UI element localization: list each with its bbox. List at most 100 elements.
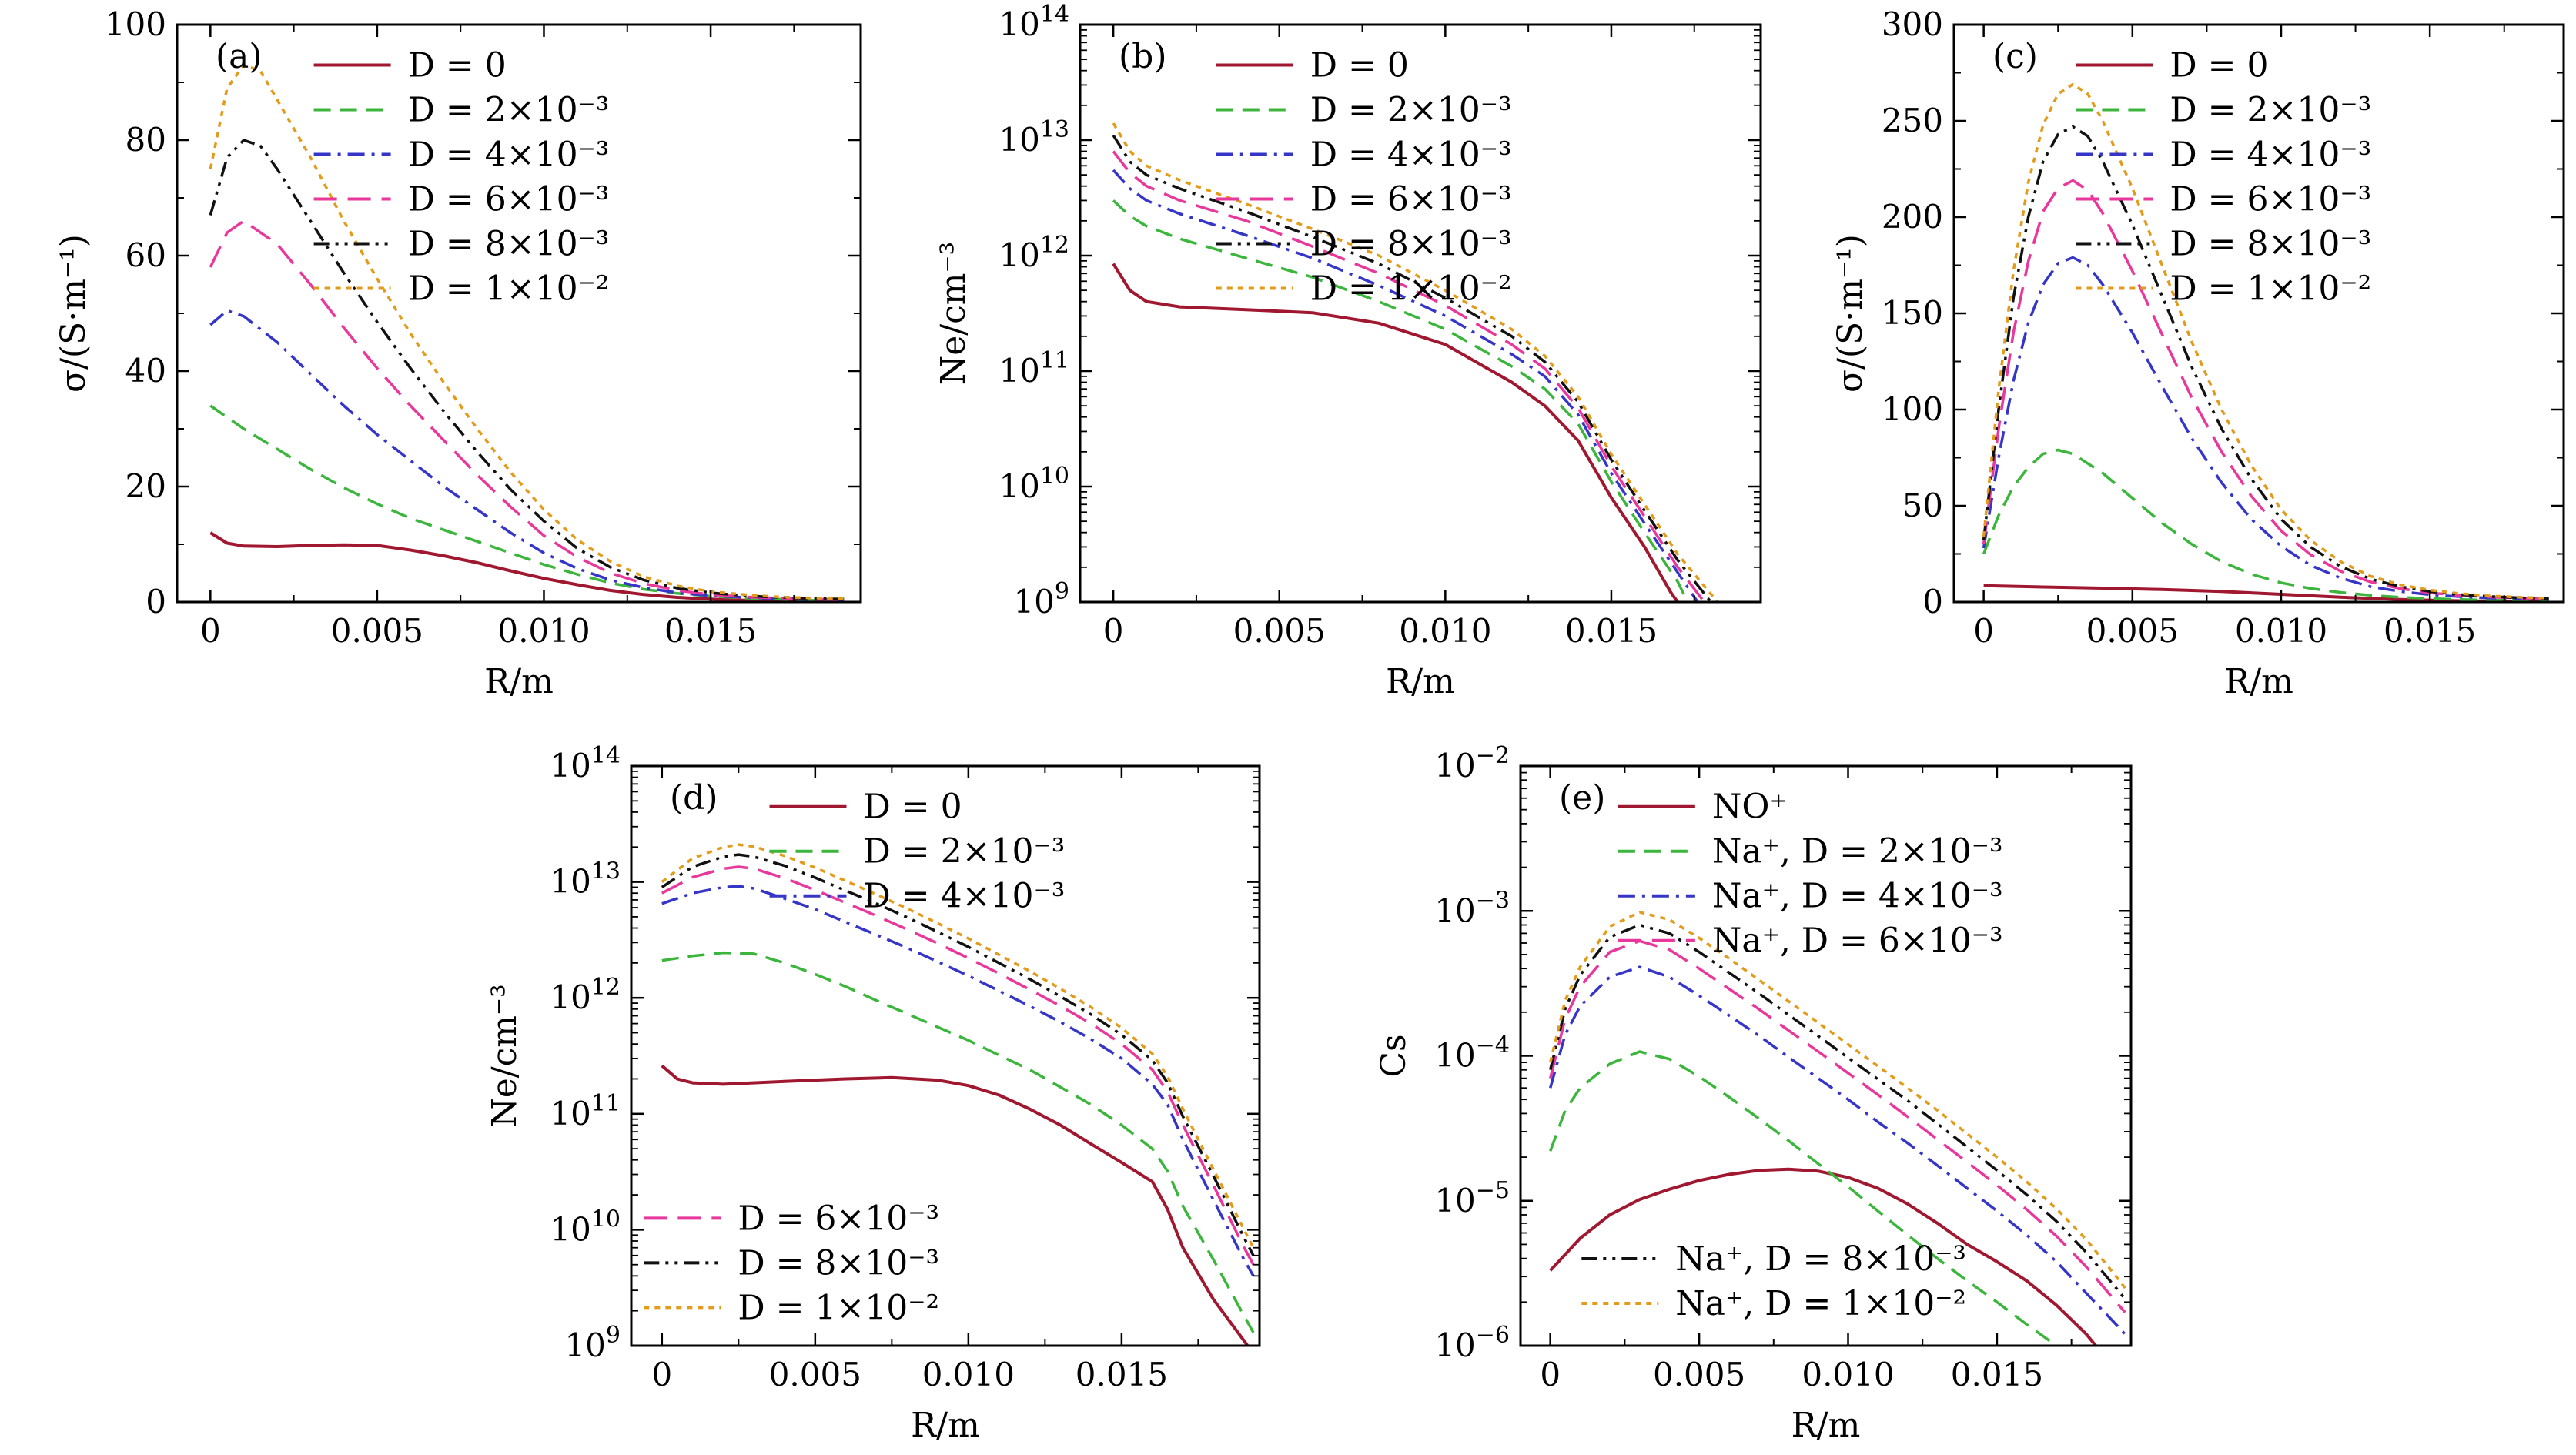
y-tick-label: 0 — [1922, 583, 1943, 620]
chart-panel-d: 0 0.005 0.010 0.015 109 1010 1011 1012 1013 1014 R… — [485, 742, 1261, 1445]
series-group — [209, 63, 845, 602]
legend-bottom-left: D = 6×10⁻³ D = 8×10⁻³ D = 1×10⁻² — [644, 1199, 939, 1327]
legend-label-d-4-10: D = 4×10⁻³ — [864, 877, 1066, 916]
x-tick-label: 0.005 — [1653, 1356, 1745, 1393]
x-axis-label: R/m — [1791, 1406, 1861, 1445]
y-tick-label: 1010 — [550, 1206, 621, 1248]
panel-label: (c) — [1992, 37, 2038, 76]
x-tick-label: 0.005 — [769, 1356, 861, 1393]
x-tick-label: 0.015 — [2384, 612, 2476, 650]
y-tick-label: 40 — [125, 352, 166, 390]
x-tick-label: 0 — [1103, 612, 1124, 650]
series-line-d-4-10 — [209, 309, 845, 602]
x-tick-label: 0.015 — [664, 612, 757, 650]
legend-top-right: D = 0 D = 2×10⁻³ D = 4×10⁻³ D = 6×10⁻³ D = 8… — [313, 46, 610, 309]
legend-label-d-1-10: D = 1×10⁻² — [1310, 269, 1512, 309]
y-tick-label: 50 — [1902, 487, 1943, 524]
panel-label: (d) — [670, 778, 718, 818]
legend-label-na-d-4-10: Na⁺, D = 4×10⁻³ — [1712, 877, 2003, 916]
y-tick-label: 1012 — [999, 232, 1069, 274]
series-group — [1112, 122, 1719, 602]
series-line-d-1-10 — [1982, 82, 2549, 600]
series-line-d-2-10 — [1112, 199, 1689, 602]
series-line-na-d-1-10 — [1548, 911, 2126, 1289]
y-axis-label: Ne/cm⁻³ — [934, 242, 973, 386]
y-tick-label: 60 — [125, 236, 166, 274]
x-axis-label: R/m — [484, 662, 554, 701]
legend-label-d-8-10: D = 8×10⁻³ — [408, 225, 610, 264]
y-tick-label: 20 — [125, 467, 166, 505]
legend-label-d-6-10: D = 6×10⁻³ — [2170, 180, 2371, 219]
legend-top-right: NO⁺ Na⁺, D = 2×10⁻³ Na⁺, D = 4×10⁻³ Na⁺, D … — [1618, 788, 2003, 961]
legend-top-right: D = 0 D = 2×10⁻³ D = 4×10⁻³ — [769, 788, 1066, 916]
y-tick-label: 1011 — [999, 347, 1069, 390]
legend-label-d-2-10: D = 2×10⁻³ — [408, 91, 610, 130]
legend-label-d-8-10: D = 8×10⁻³ — [2170, 225, 2371, 264]
legend-label-d-4-10: D = 4×10⁻³ — [408, 135, 610, 175]
y-tick-label: 0 — [146, 583, 166, 620]
legend-label-d-1-10: D = 1×10⁻² — [2170, 269, 2371, 309]
x-tick-label: 0.010 — [1802, 1356, 1894, 1393]
y-tick-label: 10−2 — [1434, 742, 1510, 784]
legend-label-na-d-8-10: Na⁺, D = 8×10⁻³ — [1675, 1239, 1966, 1279]
series-line-d-1-10 — [661, 843, 1255, 1249]
panel-label: (e) — [1559, 778, 1605, 818]
y-tick-label: 1014 — [550, 742, 621, 784]
y-tick-label: 200 — [1882, 198, 1943, 236]
x-tick-label: 0 — [200, 612, 221, 650]
series-line-d-0 — [661, 1064, 1250, 1346]
y-tick-label: 100 — [105, 5, 166, 43]
x-tick-label: 0 — [651, 1356, 672, 1393]
y-tick-label: 109 — [564, 1322, 621, 1364]
legend-label-d-4-10: D = 4×10⁻³ — [1310, 135, 1512, 175]
x-tick-label: 0.015 — [1565, 612, 1658, 650]
x-axis-label: R/m — [911, 1406, 980, 1445]
series-group — [661, 843, 1255, 1346]
x-tick-label: 0.010 — [2235, 612, 2327, 650]
series-line-d-2-10 — [209, 404, 845, 602]
x-tick-label: 0.005 — [1233, 612, 1326, 650]
y-tick-label: 109 — [1013, 578, 1069, 620]
series-line-d-0 — [209, 531, 845, 602]
x-tick-label: 0.015 — [1951, 1356, 2043, 1393]
plot-frame — [630, 764, 1261, 1347]
legend-label-d-1-10: D = 1×10⁻² — [408, 269, 610, 309]
legend-label-d-6-10: D = 6×10⁻³ — [738, 1199, 939, 1238]
legend-bottom-right: Na⁺, D = 8×10⁻³ Na⁺, D = 1×10⁻² — [1581, 1239, 1966, 1323]
legend-label-na-d-6-10: Na⁺, D = 6×10⁻³ — [1712, 922, 2003, 961]
legend-label-d-8-10: D = 8×10⁻³ — [738, 1243, 939, 1283]
series-line-d-4-10 — [1982, 256, 2549, 601]
x-tick-label: 0.010 — [1399, 612, 1491, 650]
y-tick-label: 300 — [1882, 5, 1943, 43]
x-axis-label: R/m — [1386, 662, 1455, 701]
y-tick-label: 150 — [1882, 294, 1943, 332]
chart-panel-a: 0 0.005 0.010 0.015 0 20 40 60 80 100 R/m σ/(S·m⁻¹)… — [54, 5, 862, 701]
series-line-d-6-10 — [1112, 150, 1706, 602]
x-axis-label: R/m — [2224, 662, 2293, 701]
chart-panel-b: 0 0.005 0.010 0.015 109 1010 1011 1012 1013 1014 R… — [934, 1, 1762, 701]
legend-label-d-0: D = 0 — [864, 788, 962, 827]
legend-label-na-d-2-10: Na⁺, D = 2×10⁻³ — [1712, 832, 2003, 871]
chart-panel-c: 0 0.005 0.010 0.015 0 50 100 150 200 250 300 R/m σ/(… — [1831, 5, 2565, 701]
series-line-na-d-2-10 — [1549, 1050, 2059, 1346]
y-tick-label: 1013 — [999, 116, 1069, 159]
series-line-d-0 — [1112, 263, 1679, 602]
legend-label-d-0: D = 0 — [408, 46, 507, 85]
y-tick-label: 1013 — [550, 858, 621, 901]
y-tick-label: 1014 — [999, 1, 1069, 43]
y-tick-label: 80 — [125, 121, 166, 159]
legend-label-d-2-10: D = 2×10⁻³ — [1310, 91, 1512, 130]
legend-label-d-2-10: D = 2×10⁻³ — [2170, 91, 2371, 130]
series-line-d-8-10 — [661, 853, 1255, 1256]
y-tick-label: 250 — [1882, 102, 1943, 139]
series-line-na-d-8-10 — [1549, 923, 2126, 1300]
legend-label-d-1-10: D = 1×10⁻² — [738, 1288, 939, 1327]
y-tick-label: 1012 — [550, 974, 621, 1016]
plot-frame — [1079, 23, 1762, 604]
x-tick-label: 0.005 — [2086, 612, 2179, 650]
y-axis-label: Ne/cm⁻³ — [485, 984, 524, 1128]
series-line-d-6-10 — [661, 865, 1255, 1266]
legend-label-na-d-1-10: Na⁺, D = 1×10⁻² — [1675, 1284, 1966, 1323]
series-line-d-1-10 — [209, 63, 845, 600]
y-axis-label: Cs — [1374, 1034, 1413, 1077]
